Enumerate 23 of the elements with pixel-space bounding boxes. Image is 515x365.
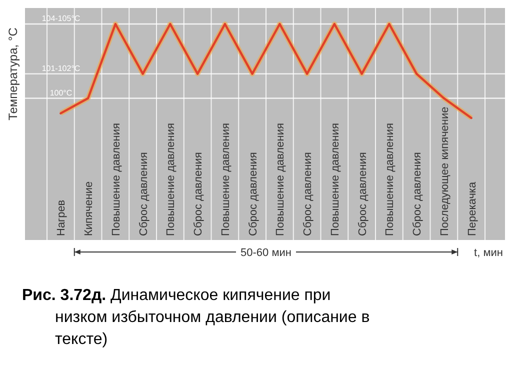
x-tick-label: Сброс давления (356, 152, 369, 236)
x-tick-label: Сброс давления (247, 152, 260, 236)
text: Рис. 3.72д. Динамическое кипячение при низком избыточном давлении (описание в тексте) (22, 287, 370, 348)
x-tick-label: Нагрев (56, 200, 68, 236)
x-tick-label: Повышение давления (274, 123, 287, 236)
text: 50-60 мин (240, 247, 292, 259)
x-tick-label: Повышение давления (165, 123, 178, 236)
ref-line-label: 100°C (50, 88, 72, 98)
x-tick-label: Сброс давления (302, 152, 314, 236)
x-tick-label: Повышение давления (110, 123, 122, 236)
x-tick-label: Сброс давления (192, 152, 205, 236)
x-tick-label: Сброс давления (138, 152, 150, 236)
x-tick-label: Перекачка (466, 181, 478, 236)
ref-line-label: 101-102°C (42, 64, 80, 74)
ref-line-label: 104-105°C (42, 14, 80, 24)
x-tick-label: Кипячение (83, 181, 96, 236)
x-tick-label: Повышение давления (384, 123, 396, 236)
x-tick-label: Сброс давления (412, 152, 424, 236)
x-tick-label: Повышение давления (329, 123, 342, 236)
y-axis-title: Температура, °С (6, 27, 20, 120)
x-tick-label: Повышение давления (220, 123, 232, 236)
x-tick-label: Последующее кипячение (438, 106, 451, 236)
x-axis-title: t, мин (474, 247, 503, 259)
